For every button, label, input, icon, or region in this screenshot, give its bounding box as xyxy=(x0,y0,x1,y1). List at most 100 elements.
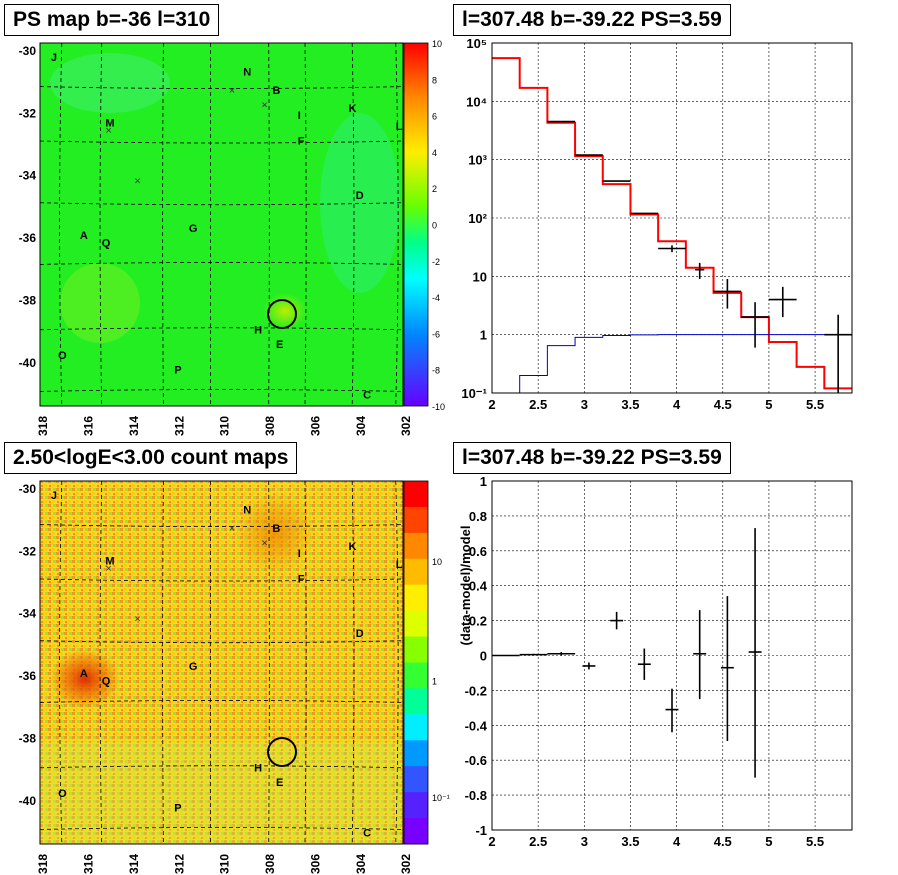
y-tick-label: 0.6 xyxy=(469,544,487,559)
colorbar-gradient xyxy=(404,43,428,406)
x-tick-label: 302 xyxy=(399,854,413,874)
colorbar-tick: -6 xyxy=(432,329,440,339)
colorbar-frame xyxy=(403,42,429,407)
y-tick-label: 1 xyxy=(480,474,487,489)
x-tick-label: 4 xyxy=(673,397,681,412)
source-label: B xyxy=(272,85,280,97)
source-label: G xyxy=(189,661,198,673)
colorbar-band xyxy=(404,792,428,819)
y-tick-label: 10³ xyxy=(468,153,487,168)
y-tick-label: 0 xyxy=(480,649,487,664)
colorbar-band xyxy=(404,636,428,663)
residual-title: l=307.48 b=-39.22 PS=3.59 xyxy=(453,442,731,474)
source-label: I xyxy=(298,548,301,560)
x-tick-label: 314 xyxy=(127,416,141,436)
model-step-line xyxy=(492,57,852,390)
x-tick-label: 5 xyxy=(765,397,772,412)
y-tick-label: -36 xyxy=(19,231,37,245)
x-tick-label: 3 xyxy=(581,834,588,849)
x-tick-label: 3 xyxy=(581,397,588,412)
ps-map-patch xyxy=(50,53,170,113)
source-label: C xyxy=(363,828,371,840)
source-label: N xyxy=(243,67,251,79)
y-tick-label: 10⁵ xyxy=(466,36,487,51)
colorbar-band xyxy=(404,714,428,741)
source-label: L xyxy=(396,559,403,571)
x-tick-label: 4.5 xyxy=(714,834,732,849)
ps-map-patch xyxy=(320,113,400,293)
plot-frame xyxy=(491,480,853,831)
ps-map-panel: J N B M I K L F D G A Q O H E P C × × × × 318 316 314 312 310 308 3… xyxy=(19,39,445,436)
source-label: L xyxy=(396,121,403,133)
source-marker: × xyxy=(261,99,267,111)
x-tick-label: 2 xyxy=(488,397,495,412)
colorbar-tick: 10 xyxy=(432,557,442,567)
ps-map-title: PS map b=-36 l=310 xyxy=(4,4,220,36)
source-label: J xyxy=(51,490,57,502)
y-tick-label: 10⁻¹ xyxy=(461,386,487,401)
y-tick-label: 1 xyxy=(480,328,487,343)
x-tick-label: 318 xyxy=(36,854,50,874)
source-marker: × xyxy=(261,537,267,549)
source-label: H xyxy=(254,762,262,774)
source-label: C xyxy=(363,390,371,402)
residual-panel: 2 2.5 3 3.5 4 4.5 5 5.5 -1 -0.8 -0.6 -0.4 -0.2 0 0.2 0.… xyxy=(458,474,853,849)
source-label: P xyxy=(174,802,181,814)
count-map-panel: J N B M I K L F D G A Q O H E P C × × × × 318 316 314 312 310 308 3… xyxy=(19,480,450,874)
x-tick-label: 312 xyxy=(172,854,186,874)
x-tick-label: 3.5 xyxy=(621,397,639,412)
colorbar-band xyxy=(404,506,428,534)
x-tick-label: 5.5 xyxy=(806,834,824,849)
x-tick-label: 5.5 xyxy=(806,397,824,412)
y-tick-label: -40 xyxy=(19,356,37,370)
y-tick-label: -32 xyxy=(19,544,37,558)
x-tick-label: 4.5 xyxy=(714,397,732,412)
x-tick-label: 312 xyxy=(172,416,186,436)
x-tick-label: 2.5 xyxy=(529,834,547,849)
y-tick-label: 0.8 xyxy=(469,509,487,524)
colorbar-tick: -4 xyxy=(432,293,440,303)
x-tick-label: 308 xyxy=(263,416,277,436)
x-tick-label: 5 xyxy=(765,834,772,849)
plot-frame xyxy=(491,42,853,394)
source-label: E xyxy=(276,777,283,789)
y-tick-label: 0.4 xyxy=(469,579,488,594)
source-label: G xyxy=(189,223,198,235)
y-tick-label: -0.6 xyxy=(465,753,487,768)
source-label: Q xyxy=(102,237,111,249)
count-map-title: 2.50<logE<3.00 count maps xyxy=(4,442,298,474)
source-label: D xyxy=(356,190,364,202)
source-label: A xyxy=(80,668,88,680)
y-tick-label: -0.4 xyxy=(465,718,488,733)
x-tick-label: 2.5 xyxy=(529,397,547,412)
bright-region xyxy=(50,649,120,709)
source-label: M xyxy=(105,555,114,567)
colorbar-tick: 8 xyxy=(432,75,437,85)
colorbar-tick: 0 xyxy=(432,221,437,231)
x-tick-label: 316 xyxy=(82,416,96,436)
x-tick-label: 306 xyxy=(308,854,322,874)
source-label: E xyxy=(276,339,283,351)
source-label: A xyxy=(80,230,88,242)
selected-source-circle xyxy=(267,737,297,767)
colorbar-band xyxy=(404,662,428,689)
y-tick-label: 0.2 xyxy=(469,614,487,629)
x-tick-label: 302 xyxy=(399,416,413,436)
y-tick-label: 10⁴ xyxy=(466,94,487,109)
source-marker: × xyxy=(105,563,111,575)
source-label: K xyxy=(349,541,357,553)
y-tick-label: -36 xyxy=(19,669,37,683)
source-label: O xyxy=(58,788,67,800)
colorbar-tick: 6 xyxy=(432,112,437,122)
x-tick-label: 316 xyxy=(82,854,96,874)
colorbar-band xyxy=(404,688,428,715)
model-step-line xyxy=(492,334,852,394)
x-tick-label: 3.5 xyxy=(621,834,639,849)
colorbar-band xyxy=(404,558,428,586)
y-tick-label: -38 xyxy=(19,731,37,745)
source-label: P xyxy=(174,364,181,376)
y-tick-label: -34 xyxy=(19,607,37,621)
x-tick-label: 304 xyxy=(354,854,368,874)
colorbar-tick: 4 xyxy=(432,148,437,158)
source-label: N xyxy=(243,505,251,517)
